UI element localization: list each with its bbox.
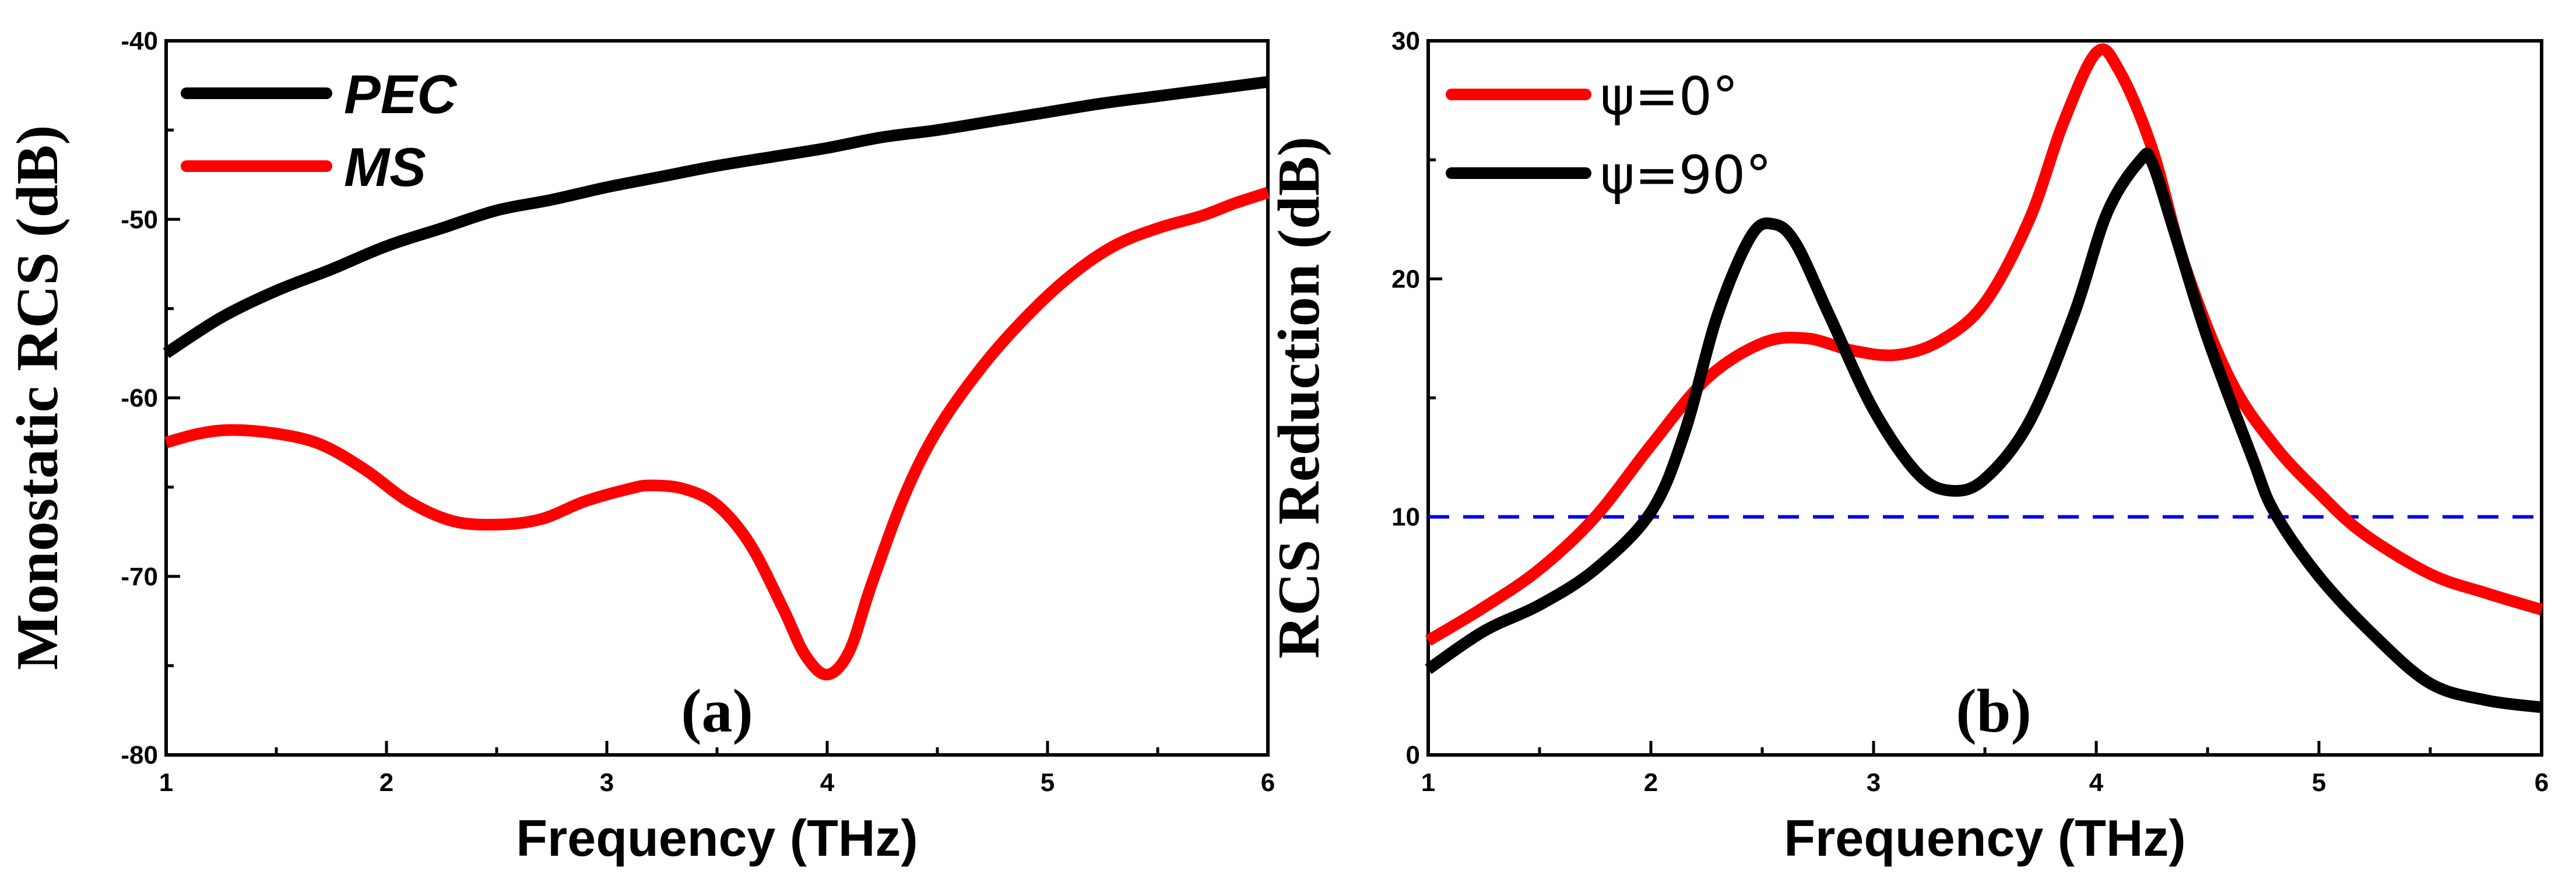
y-tick-label: 20 bbox=[1391, 265, 1420, 293]
legend-label-psi-90: ψ=90° bbox=[1600, 145, 1772, 206]
x-tick-label: 5 bbox=[1041, 768, 1055, 797]
x-axis-label: Frequency (THz) bbox=[516, 809, 918, 867]
tick-labels: 1 2 3 4 5 6 -80 -70 -60 -50 -40 bbox=[121, 27, 1275, 797]
series-layer bbox=[163, 76, 1270, 681]
tick-marks bbox=[1426, 39, 2543, 757]
y-axis-label: Monostatic RCS (dB) bbox=[5, 125, 71, 670]
chart-panel-b: 1 2 3 4 5 6 0 10 20 30 Frequency (THz) RCS Reduct… bbox=[1266, 27, 2549, 867]
x-tick-label: 3 bbox=[600, 768, 614, 797]
x-tick-label: 2 bbox=[1644, 768, 1658, 797]
series-line-pec bbox=[163, 76, 1269, 359]
x-tick-label: 4 bbox=[820, 768, 835, 797]
y-axis-label: RCS Reduction (dB) bbox=[1266, 136, 1332, 658]
x-tick-label: 6 bbox=[2535, 768, 2549, 797]
y-tick-label: -40 bbox=[121, 27, 158, 55]
tick-labels: 1 2 3 4 5 6 0 10 20 30 bbox=[1391, 27, 2549, 797]
legend-label-pec: PEC bbox=[344, 64, 457, 125]
x-tick-label: 5 bbox=[2312, 768, 2326, 797]
plot-area-frame bbox=[164, 39, 1270, 757]
series-line-0 bbox=[1425, 43, 2543, 646]
x-tick-label: 1 bbox=[159, 768, 173, 797]
y-tick-label: -80 bbox=[121, 741, 158, 769]
tick-marks bbox=[164, 39, 1270, 757]
y-tick-label: -60 bbox=[121, 384, 158, 413]
y-tick-label: 10 bbox=[1391, 503, 1420, 532]
x-tick-label: 4 bbox=[2089, 768, 2104, 797]
y-tick-label: -50 bbox=[121, 205, 158, 234]
panel-label: (a) bbox=[681, 677, 753, 745]
chart-panel-a: 1 2 3 4 5 6 -80 -70 -60 -50 -40 Frequency (THz) Mo… bbox=[5, 27, 1275, 867]
legend: PEC MS bbox=[181, 64, 457, 198]
y-tick-label: -70 bbox=[121, 563, 158, 591]
x-tick-label: 6 bbox=[1261, 768, 1275, 797]
panel-label: (b) bbox=[1956, 677, 2032, 745]
series-layer bbox=[1425, 43, 2543, 714]
legend: ψ=0° ψ=90° bbox=[1446, 66, 1772, 206]
plot-area-frame bbox=[1426, 39, 2543, 757]
legend-label-psi-0: ψ=0° bbox=[1600, 66, 1738, 127]
legend-label-ms: MS bbox=[344, 136, 426, 198]
y-tick-label: 0 bbox=[1406, 741, 1420, 769]
x-tick-label: 3 bbox=[1867, 768, 1881, 797]
x-tick-label: 2 bbox=[379, 768, 393, 797]
x-tick-label: 1 bbox=[1421, 768, 1435, 797]
x-axis-label: Frequency (THz) bbox=[1784, 809, 2185, 867]
y-tick-label: 30 bbox=[1391, 27, 1420, 55]
series-line-ms bbox=[164, 187, 1270, 681]
series-line-90 bbox=[1425, 147, 2543, 714]
